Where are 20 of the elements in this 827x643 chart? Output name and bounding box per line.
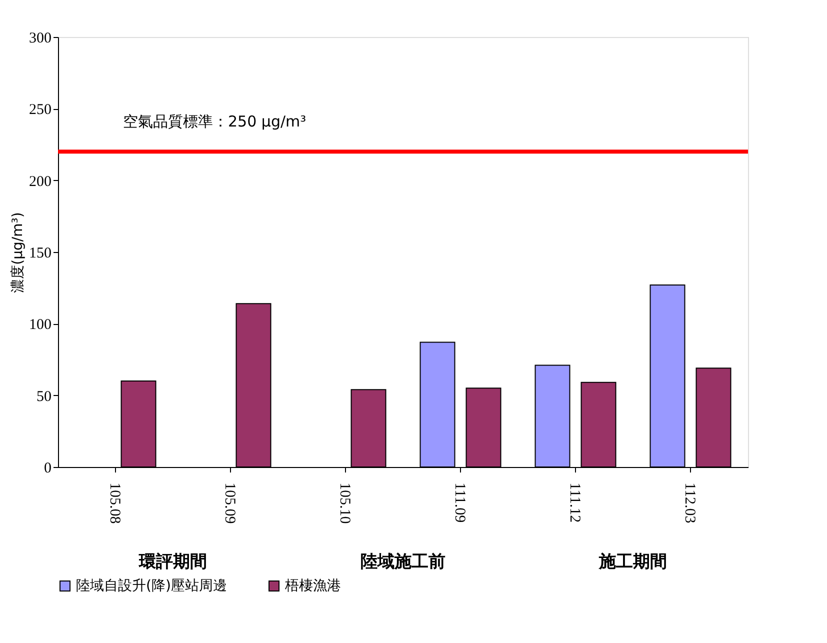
y-axis-title: 濃度(μg/m³): [10, 212, 26, 293]
x-tick-label: 105.08: [106, 482, 122, 524]
x-tick-label: 111.09: [452, 482, 468, 523]
y-tick-label: 200: [29, 174, 52, 190]
y-tick-label: 300: [29, 30, 52, 46]
text: 陸域施工前: [360, 552, 446, 572]
y-tick-label: 0: [44, 460, 52, 476]
legend-label: 梧棲漁港: [284, 578, 341, 594]
x-tick-label: 105.09: [222, 482, 238, 524]
x-tick-label: 112.03: [682, 482, 698, 524]
x-tick-label: 105.10: [336, 482, 352, 524]
x-tick-label: 111.12: [566, 482, 582, 523]
y-tick-label: 100: [29, 317, 52, 334]
y-tick-label: 250: [29, 102, 52, 118]
y-tick-label: 150: [29, 246, 52, 262]
text: 施工期間: [598, 552, 667, 572]
legend-label: 陸域自設升(降)壓站周邊: [76, 578, 227, 594]
y-tick-label: 50: [36, 388, 52, 405]
ref-line-label: 空氣品質標準：250 μg/m³: [123, 112, 306, 131]
text: 環評期間: [138, 552, 207, 572]
